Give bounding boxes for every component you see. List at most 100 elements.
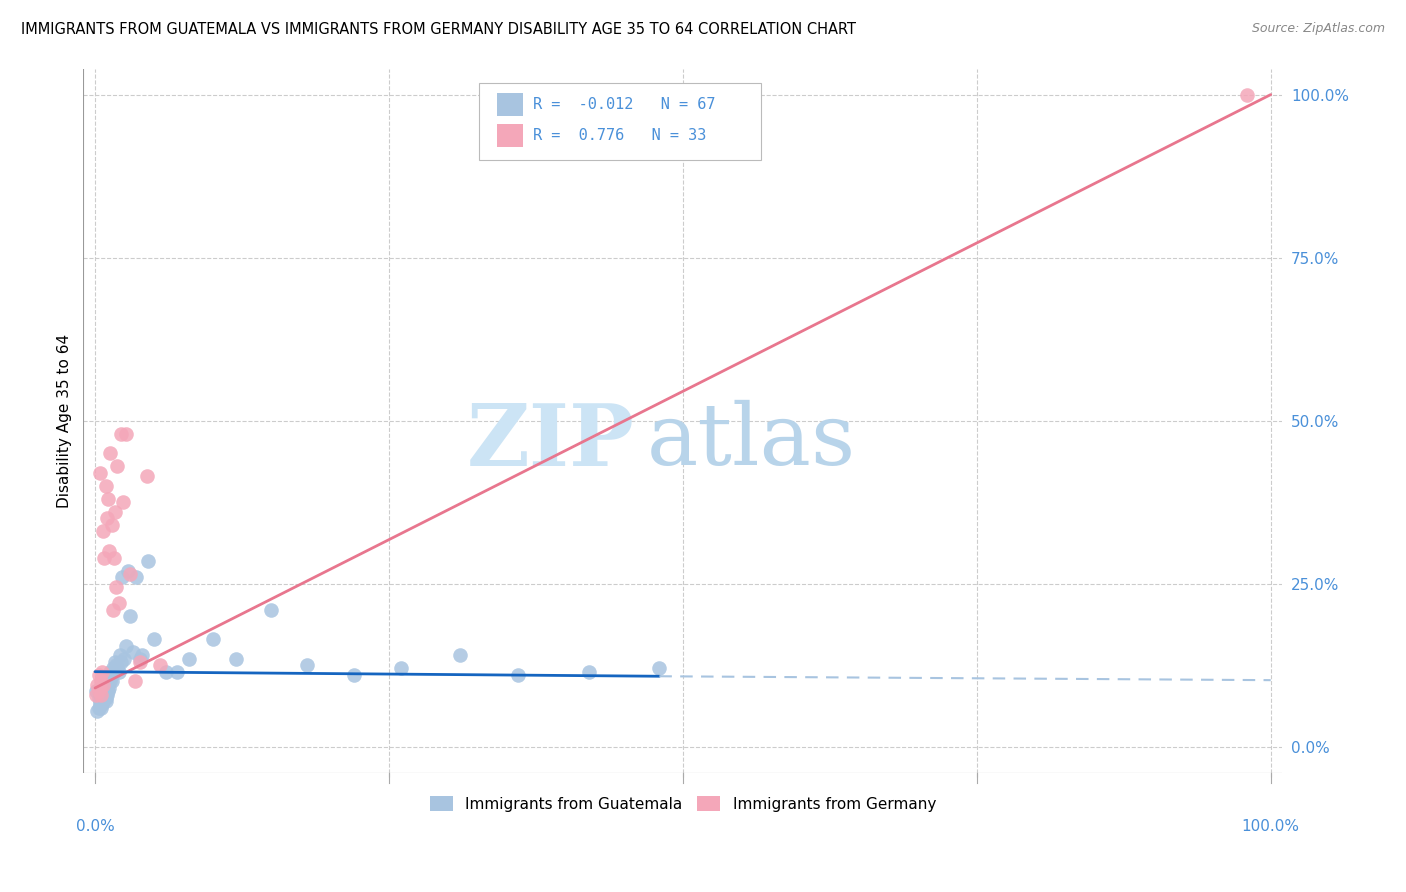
Legend: Immigrants from Guatemala, Immigrants from Germany: Immigrants from Guatemala, Immigrants fr… <box>423 789 942 818</box>
Point <box>90 684 112 698</box>
Point <box>1236 87 1258 102</box>
Point <box>87 700 110 714</box>
Point <box>125 570 148 584</box>
Point <box>93 681 115 695</box>
Point <box>98 544 121 558</box>
Point <box>97 674 120 689</box>
Point <box>89 694 111 708</box>
Point <box>91 524 114 539</box>
Point <box>105 459 128 474</box>
Point <box>89 688 111 702</box>
Text: R =  -0.012   N = 67: R = -0.012 N = 67 <box>533 97 716 112</box>
Point <box>124 674 146 689</box>
Point <box>343 668 366 682</box>
Point <box>107 596 129 610</box>
Point <box>100 674 122 689</box>
Point <box>449 648 471 663</box>
Text: ZIP: ZIP <box>467 400 636 483</box>
Point <box>110 655 132 669</box>
Point <box>508 668 530 682</box>
Point <box>389 661 412 675</box>
Point <box>86 704 108 718</box>
Point <box>96 511 118 525</box>
Point <box>648 661 671 675</box>
Point <box>90 674 112 689</box>
Point <box>98 681 121 695</box>
Point <box>86 678 108 692</box>
Point <box>93 550 115 565</box>
Point <box>94 479 117 493</box>
Point <box>128 655 150 669</box>
Point <box>91 665 114 679</box>
Point <box>105 658 128 673</box>
Point <box>91 684 114 698</box>
Point <box>101 603 124 617</box>
Point <box>91 688 114 702</box>
Point <box>578 665 600 679</box>
Point <box>166 665 188 679</box>
Point <box>91 694 114 708</box>
Point <box>110 426 132 441</box>
Point <box>91 694 114 708</box>
Point <box>91 690 114 705</box>
Point <box>90 690 112 705</box>
Point <box>111 570 134 584</box>
Point <box>94 690 117 705</box>
Point <box>112 495 135 509</box>
Point <box>100 518 122 533</box>
Point <box>136 554 159 568</box>
Point <box>201 632 224 646</box>
Point <box>121 645 143 659</box>
Point <box>114 426 136 441</box>
Point <box>91 681 114 695</box>
Point <box>84 688 107 702</box>
Point <box>98 446 121 460</box>
Point <box>94 684 117 698</box>
Text: 0.0%: 0.0% <box>76 819 114 833</box>
Point <box>97 684 120 698</box>
FancyBboxPatch shape <box>496 124 523 146</box>
Point <box>131 648 153 663</box>
Text: atlas: atlas <box>647 401 856 483</box>
Point <box>120 609 142 624</box>
Point <box>96 678 118 692</box>
Point <box>100 668 122 682</box>
FancyBboxPatch shape <box>479 83 761 160</box>
Point <box>97 491 120 506</box>
Y-axis label: Disability Age 35 to 64: Disability Age 35 to 64 <box>58 334 72 508</box>
Point <box>108 648 131 663</box>
Point <box>98 665 121 679</box>
Point <box>105 580 128 594</box>
Point <box>295 658 318 673</box>
Point <box>89 466 111 480</box>
Point <box>104 655 127 669</box>
Point <box>225 651 247 665</box>
Text: Source: ZipAtlas.com: Source: ZipAtlas.com <box>1251 22 1385 36</box>
Point <box>107 665 129 679</box>
Point <box>96 688 118 702</box>
Text: 100.0%: 100.0% <box>1241 819 1299 833</box>
Point <box>149 658 172 673</box>
Point <box>96 681 118 695</box>
Point <box>114 651 136 665</box>
Point <box>103 665 125 679</box>
Point <box>101 661 124 675</box>
Point <box>135 469 157 483</box>
Point <box>87 668 110 682</box>
Point <box>104 505 127 519</box>
Point <box>260 603 283 617</box>
Point <box>177 651 200 665</box>
Point <box>91 698 114 712</box>
Point <box>84 684 107 698</box>
Point <box>98 674 121 689</box>
Point <box>93 678 115 692</box>
Point <box>91 678 114 692</box>
Point <box>93 688 115 702</box>
Point <box>120 566 142 581</box>
Point <box>105 661 128 675</box>
Point <box>90 700 112 714</box>
Text: IMMIGRANTS FROM GUATEMALA VS IMMIGRANTS FROM GERMANY DISABILITY AGE 35 TO 64 COR: IMMIGRANTS FROM GUATEMALA VS IMMIGRANTS … <box>21 22 856 37</box>
Point <box>87 684 110 698</box>
Point <box>94 694 117 708</box>
Point <box>114 639 136 653</box>
